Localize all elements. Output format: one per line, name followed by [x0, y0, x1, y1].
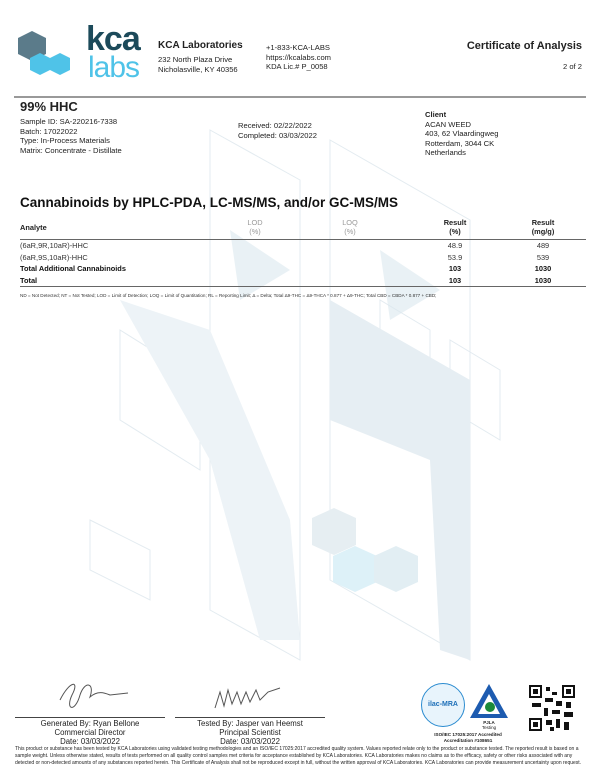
logo-text-kca: kca — [86, 20, 141, 58]
completed-date: Completed: 03/03/2022 — [238, 130, 317, 140]
loq — [290, 263, 410, 275]
lab-website[interactable]: https://kcalabs.com — [266, 52, 331, 62]
cube-decoration — [312, 508, 418, 592]
qr-code-icon[interactable] — [528, 684, 576, 732]
loq — [290, 274, 410, 288]
disclaimer: This product or substance has been teste… — [15, 746, 582, 766]
client-country: Netherlands — [425, 148, 466, 158]
result-mgg: 489 — [536, 241, 550, 250]
ilac-text: ilac-MRA — [428, 701, 458, 708]
result-pct: 103 — [448, 264, 462, 274]
signer-name: Tested By: Jasper van Heemst — [197, 719, 303, 728]
col-result-pct: Result (%) — [410, 218, 500, 240]
lab-name: KCA Laboratories — [158, 40, 243, 51]
lod — [220, 240, 290, 252]
table-row: Total Additional Cannabinoids 103 1030 — [20, 263, 586, 275]
document-title: Certificate of Analysis — [466, 40, 582, 52]
result-pct: 53.9 — [447, 252, 463, 262]
client-name: ACAN WEED — [425, 119, 471, 129]
signature-jasper-van-heemst — [214, 687, 281, 709]
signature-ryan-bellone — [59, 683, 129, 708]
lod — [220, 274, 290, 288]
lod — [220, 263, 290, 275]
client-address-1: 403, 62 Vlaardingweg — [425, 129, 499, 139]
logo-text-labs: labs — [88, 51, 140, 84]
signature-block-tested: Tested By: Jasper van Heemst Principal S… — [175, 717, 325, 746]
sample-batch: Batch: 17022022 — [20, 126, 78, 136]
loq — [290, 252, 410, 264]
pjla-logo — [470, 684, 508, 718]
sample-matrix: Matrix: Concentrate - Distillate — [20, 145, 122, 155]
cube-logo-icon — [18, 31, 70, 75]
sample-type: Type: In-Process Materials — [20, 136, 110, 146]
cannabinoids-table: Analyte LOD (%) LOQ (%) Result (%) Result (m… — [20, 218, 586, 288]
sample-name: 99% HHC — [20, 99, 78, 114]
header-divider — [14, 96, 586, 98]
signer-date: Date: 03/03/2022 — [60, 737, 120, 746]
result-pct: 103 — [410, 274, 500, 288]
lab-address-2: Nicholasville, KY 40356 — [158, 64, 238, 74]
client-address-2: Rotterdam, 3044 CK — [425, 138, 495, 148]
loq — [290, 240, 410, 252]
signature-block-generated: Generated By: Ryan Bellone Commercial Di… — [15, 717, 165, 746]
result-mgg: 1030 — [500, 274, 586, 288]
table-footnote: ND = Not Detected; NT = Not Tested; LOD … — [20, 293, 437, 298]
col-loq: LOQ (%) — [290, 218, 410, 240]
analyte: Total — [20, 274, 220, 288]
ilac-mra-logo: ilac-MRA — [421, 683, 465, 727]
analyte: Total Additional Cannabinoids — [20, 264, 126, 274]
sample-id: Sample ID: SA-220216-7338 — [20, 117, 118, 126]
table-row: (6aR,9R,10aR)-HHC 48.9 489 — [20, 240, 586, 252]
col-lod: LOD (%) — [220, 218, 290, 240]
accreditation-text: ISO/IEC 17025:2017 Accredited — [434, 732, 502, 737]
signer-title: Principal Scientist — [219, 728, 281, 737]
signer-name: Generated By: Ryan Bellone — [40, 719, 140, 728]
client-label: Client — [425, 110, 447, 119]
lab-license: KDA Lic.# P_0058 — [266, 62, 328, 72]
table-row: (6aR,9S,10aR)-HHC 53.9 539 — [20, 252, 586, 264]
result-pct: 48.9 — [447, 241, 463, 250]
page-number: 2 of 2 — [563, 62, 582, 71]
analyte: (6aR,9R,10aR)-HHC — [20, 241, 89, 250]
received-date: Received: 02/22/2022 — [238, 121, 312, 130]
lab-address-1: 232 North Plaza Drive — [158, 55, 233, 64]
result-mgg: 539 — [536, 252, 550, 262]
col-analyte: Analyte — [20, 218, 220, 240]
lod — [220, 252, 290, 264]
col-result-mgg: Result (mg/g) — [500, 218, 586, 240]
kca-logo: kca labs — [12, 20, 142, 84]
signer-title: Commercial Director — [54, 728, 126, 737]
result-mgg: 1030 — [534, 264, 552, 274]
pjla-label: PJLA Testing — [481, 720, 497, 730]
accreditation-number: Accreditation #108651 — [443, 738, 493, 743]
table-row: Total 103 1030 — [20, 274, 586, 288]
analyte: (6aR,9S,10aR)-HHC — [20, 252, 88, 262]
section-title: Cannabinoids by HPLC-PDA, LC-MS/MS, and/… — [20, 195, 398, 210]
lab-phone: +1-833-KCA-LABS — [266, 43, 330, 52]
signer-date: Date: 03/03/2022 — [220, 737, 280, 746]
